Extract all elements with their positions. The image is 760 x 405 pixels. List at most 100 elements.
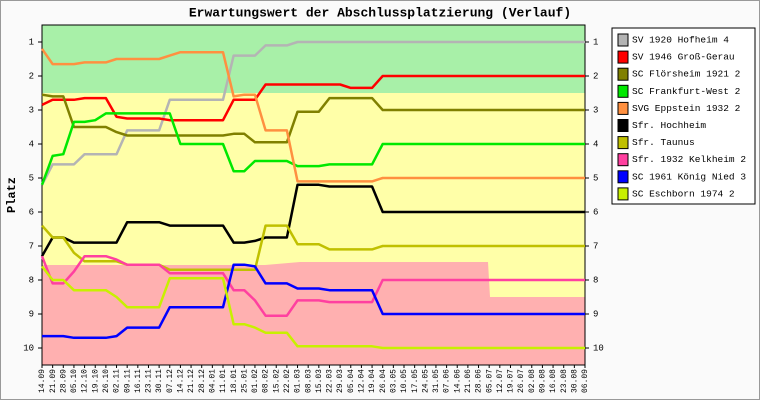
legend-label: SV 1920 Hofheim 4 bbox=[632, 35, 729, 46]
series-line bbox=[40, 254, 585, 317]
legend-swatch bbox=[617, 119, 629, 132]
x-tick-label: 30.08 bbox=[570, 369, 579, 393]
x-tick-label: 11.01 bbox=[219, 369, 228, 393]
x-tick-label: 31.05 bbox=[432, 369, 441, 393]
legend-label: SV 1946 Groß-Gerau bbox=[632, 52, 735, 63]
x-tick-label: 02.08 bbox=[528, 369, 537, 393]
x-tick-label: 22.02 bbox=[283, 369, 292, 393]
x-tick-label: 23.08 bbox=[560, 369, 569, 393]
x-tick-label: 23.11 bbox=[145, 369, 154, 393]
x-tick-label: 12.04 bbox=[358, 369, 367, 393]
x-tick-label: 02.11 bbox=[113, 369, 122, 393]
x-tick-label: 18.01 bbox=[230, 369, 239, 393]
y-tick-label-right: 7 bbox=[593, 241, 598, 251]
x-tick-label: 22.03 bbox=[326, 369, 335, 393]
x-tick-label: 19.07 bbox=[507, 369, 516, 393]
series-line bbox=[41, 265, 585, 350]
x-tick-label: 14.12 bbox=[177, 369, 186, 393]
y-tick-label: 7 bbox=[29, 241, 34, 251]
x-tick-label: 05.04 bbox=[347, 369, 356, 393]
x-tick-label: 25.01 bbox=[240, 369, 249, 393]
legend-swatch bbox=[617, 84, 629, 98]
x-tick-label: 16.08 bbox=[549, 369, 558, 393]
x-tick-label: 29.03 bbox=[336, 369, 345, 393]
legend-label: Sfr. Hochheim bbox=[632, 120, 706, 131]
x-tick-label: 19.10 bbox=[91, 369, 100, 393]
y-tick-label-right: 3 bbox=[593, 105, 598, 115]
legend-swatch bbox=[617, 136, 629, 150]
x-tick-label: 14.09 bbox=[38, 369, 47, 393]
y-tick-label: 5 bbox=[29, 173, 34, 183]
x-tick-label: 05.07 bbox=[485, 369, 494, 393]
x-tick-label: 08.02 bbox=[262, 369, 271, 393]
legend-label: SC 1961 König Nied 3 bbox=[632, 171, 746, 182]
x-tick-label: 19.04 bbox=[368, 369, 377, 393]
y-tick-label-right: 1 bbox=[593, 37, 598, 47]
legend-swatch bbox=[617, 187, 629, 201]
y-tick-label: 9 bbox=[29, 309, 34, 319]
legend-swatch bbox=[617, 153, 629, 167]
y-tick-label: 2 bbox=[29, 71, 34, 81]
x-tick-label: 14.06 bbox=[453, 369, 462, 393]
x-tick-label: 06.09 bbox=[581, 369, 590, 393]
x-tick-label: 15.03 bbox=[315, 369, 324, 393]
y-tick-label: 6 bbox=[29, 207, 34, 217]
x-tick-label: 12.10 bbox=[81, 369, 90, 393]
x-tick-label: 28.06 bbox=[475, 369, 484, 393]
x-tick-label: 08.03 bbox=[304, 369, 313, 393]
series-line bbox=[41, 74, 585, 122]
x-tick-label: 26.10 bbox=[102, 369, 111, 393]
legend-label: Sfr. Taunus bbox=[632, 137, 695, 148]
series-line bbox=[41, 93, 585, 144]
x-tick-label: 21.06 bbox=[464, 369, 473, 393]
y-tick-label-right: 2 bbox=[593, 71, 598, 81]
x-tick-label: 16.11 bbox=[134, 369, 143, 393]
x-tick-label: 09.08 bbox=[539, 369, 548, 393]
legend-label: SC Frankfurt-West 2 bbox=[632, 86, 741, 97]
x-tick-label: 09.11 bbox=[123, 369, 132, 393]
x-tick-label: 10.05 bbox=[400, 369, 409, 393]
legend-swatch bbox=[617, 33, 629, 47]
x-tick-label: 07.12 bbox=[166, 369, 175, 393]
series-line bbox=[40, 183, 585, 257]
y-tick-label-right: 4 bbox=[593, 139, 598, 149]
series-line bbox=[42, 263, 585, 340]
y-tick-label-right: 10 bbox=[593, 343, 604, 353]
legend bbox=[611, 27, 756, 205]
y-tick-label: 10 bbox=[23, 343, 34, 353]
legend-label: SC Eschborn 1974 2 bbox=[632, 188, 735, 199]
legend-swatch bbox=[617, 101, 629, 115]
legend-swatch bbox=[617, 67, 629, 81]
x-tick-label: 01.02 bbox=[251, 369, 260, 393]
series-line bbox=[40, 40, 585, 186]
y-tick-label: 8 bbox=[29, 275, 34, 285]
legend-label: Sfr. 1932 Kelkheim 2 bbox=[632, 154, 746, 165]
series-line bbox=[40, 48, 585, 183]
x-tick-label: 04.01 bbox=[208, 369, 217, 393]
series-line bbox=[40, 112, 585, 186]
plot-border bbox=[41, 24, 586, 366]
x-tick-label: 21.09 bbox=[49, 369, 58, 393]
legend-swatch bbox=[617, 170, 629, 184]
y-tick-label-right: 9 bbox=[593, 309, 598, 319]
legend-swatch bbox=[617, 50, 629, 64]
x-tick-label: 12.07 bbox=[496, 369, 505, 393]
x-tick-label: 17.05 bbox=[411, 369, 420, 393]
x-tick-label: 24.05 bbox=[421, 369, 430, 393]
y-tick-label-right: 6 bbox=[593, 207, 598, 217]
x-tick-label: 01.03 bbox=[294, 369, 303, 393]
x-tick-label: 21.12 bbox=[187, 369, 196, 393]
legend-label: SVG Eppstein 1932 2 bbox=[632, 103, 741, 114]
x-tick-label: 07.06 bbox=[443, 369, 452, 393]
x-tick-label: 28.09 bbox=[59, 369, 68, 393]
x-tick-label: 05.10 bbox=[70, 369, 79, 393]
legend-label: SC Flörsheim 1921 2 bbox=[632, 69, 741, 80]
y-tick-label: 1 bbox=[29, 37, 34, 47]
x-tick-label: 03.05 bbox=[389, 369, 398, 393]
x-tick-label: 26.07 bbox=[517, 369, 526, 393]
y-tick-label-right: 8 bbox=[593, 275, 598, 285]
zone-bottom bbox=[42, 262, 585, 365]
y-axis-label: Platz bbox=[5, 177, 19, 213]
y-tick-label: 4 bbox=[29, 139, 34, 149]
